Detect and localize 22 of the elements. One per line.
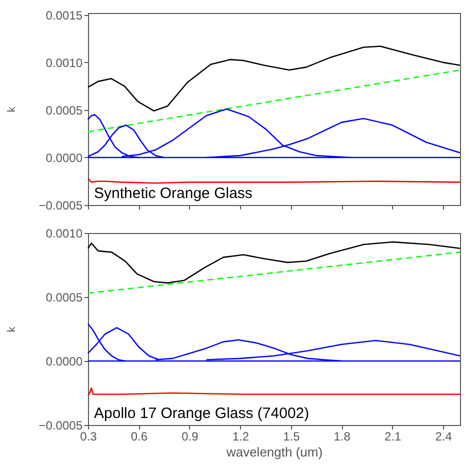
- x-tick-label: 0.9: [182, 430, 199, 444]
- x-tick-label: 0.3: [80, 430, 98, 444]
- y-tick-label: 0.0000: [46, 150, 83, 165]
- x-tick-label: 2.1: [384, 430, 402, 444]
- y-axis-title: k: [6, 326, 18, 332]
- x-tick-label: 1.5: [283, 430, 300, 444]
- y-axis-title: k: [6, 106, 18, 112]
- x-tick-label: 2.4: [435, 430, 452, 444]
- x-tick-label: 1.2: [232, 430, 250, 444]
- y-tick-label: −0.0005: [38, 198, 83, 212]
- y-tick-label: 0.0010: [46, 226, 83, 240]
- y-tick-label: 0.0010: [46, 56, 83, 70]
- annotation: Apollo 17 Orange Glass (74002): [94, 405, 310, 422]
- y-tick-label: 0.0000: [46, 354, 83, 368]
- x-axis-title: wavelength (um): [225, 444, 323, 460]
- x-tick-label: 1.8: [334, 430, 351, 444]
- y-tick-label: 0.0015: [46, 8, 83, 22]
- y-tick-label: 0.0005: [46, 103, 83, 118]
- y-tick-label: −0.0005: [38, 418, 83, 432]
- annotation: Synthetic Orange Glass: [94, 185, 252, 202]
- x-tick-label: 0.6: [130, 430, 148, 444]
- y-tick-label: 0.0005: [46, 290, 83, 304]
